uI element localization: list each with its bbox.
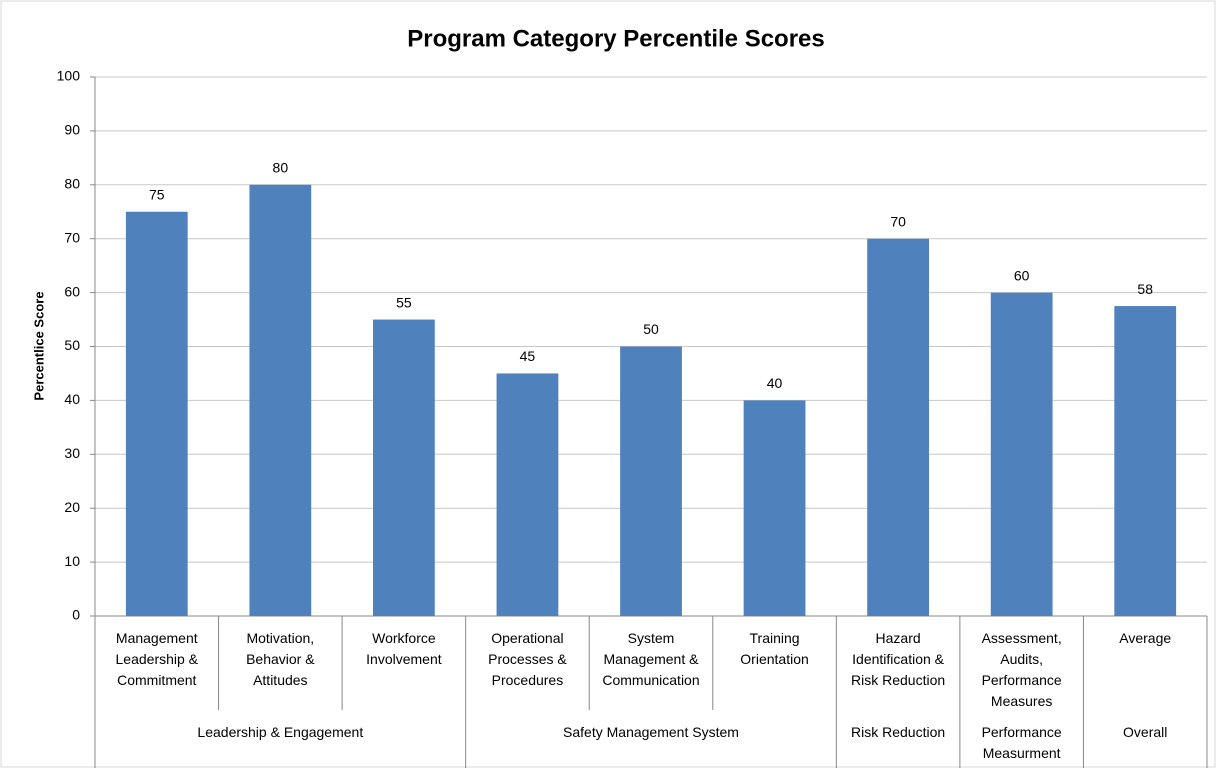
group-label: Overall — [1123, 724, 1168, 740]
data-label: 75 — [149, 186, 165, 202]
bar — [125, 211, 188, 616]
y-tick-label: 50 — [64, 337, 80, 353]
x-tick-label: Assessment, Audits, Performance Measures — [981, 630, 1062, 709]
y-tick-label: 20 — [64, 499, 80, 515]
x-tick-label: Operational Processes & Procedures — [488, 630, 567, 688]
group-label: Safety Management System — [563, 724, 739, 740]
x-tick-label: Management Leadership & Commitment — [115, 630, 199, 688]
y-tick-label: 60 — [64, 283, 80, 299]
bar — [990, 292, 1053, 616]
x-tick-label: Hazard Identification & Risk Reduction — [851, 630, 946, 688]
y-tick-label: 100 — [57, 68, 81, 84]
group-label: Risk Reduction — [851, 724, 946, 740]
data-label: 70 — [890, 213, 906, 229]
y-tick-label: 40 — [64, 391, 80, 407]
bar — [620, 346, 682, 616]
data-label: 60 — [1014, 267, 1030, 283]
y-tick-label: 0 — [72, 607, 80, 623]
y-tick-label: 90 — [64, 122, 80, 138]
x-tick-label: Motivation, Behavior & Attitudes — [246, 630, 315, 688]
group-label: Leadership & Engagement — [197, 724, 364, 740]
data-label: 58 — [1137, 281, 1153, 297]
chart-title: Program Category Percentile Scores — [407, 25, 825, 52]
x-tick-label: Workforce Involvement — [366, 630, 442, 667]
bar — [1114, 306, 1177, 616]
data-label: 50 — [643, 321, 659, 337]
bar — [249, 184, 312, 617]
data-label: 55 — [396, 294, 412, 310]
x-tick-label: Average — [1119, 630, 1172, 646]
x-tick-label: Training Orientation — [740, 630, 809, 667]
group-label: Performance Measurment — [981, 724, 1062, 761]
bar — [867, 238, 929, 616]
data-label: 45 — [520, 348, 536, 364]
y-tick-label: 70 — [64, 229, 80, 245]
bar — [496, 373, 559, 616]
x-tick-label: System Management & Communication — [602, 630, 700, 688]
data-label: 40 — [767, 375, 783, 391]
y-tick-label: 30 — [64, 445, 80, 461]
y-axis-label: Percentlice Score — [31, 291, 46, 400]
y-tick-label: 10 — [64, 553, 80, 569]
data-label: 80 — [273, 160, 289, 176]
bar — [743, 400, 806, 616]
bar — [373, 319, 435, 616]
y-tick-label: 80 — [64, 176, 80, 192]
